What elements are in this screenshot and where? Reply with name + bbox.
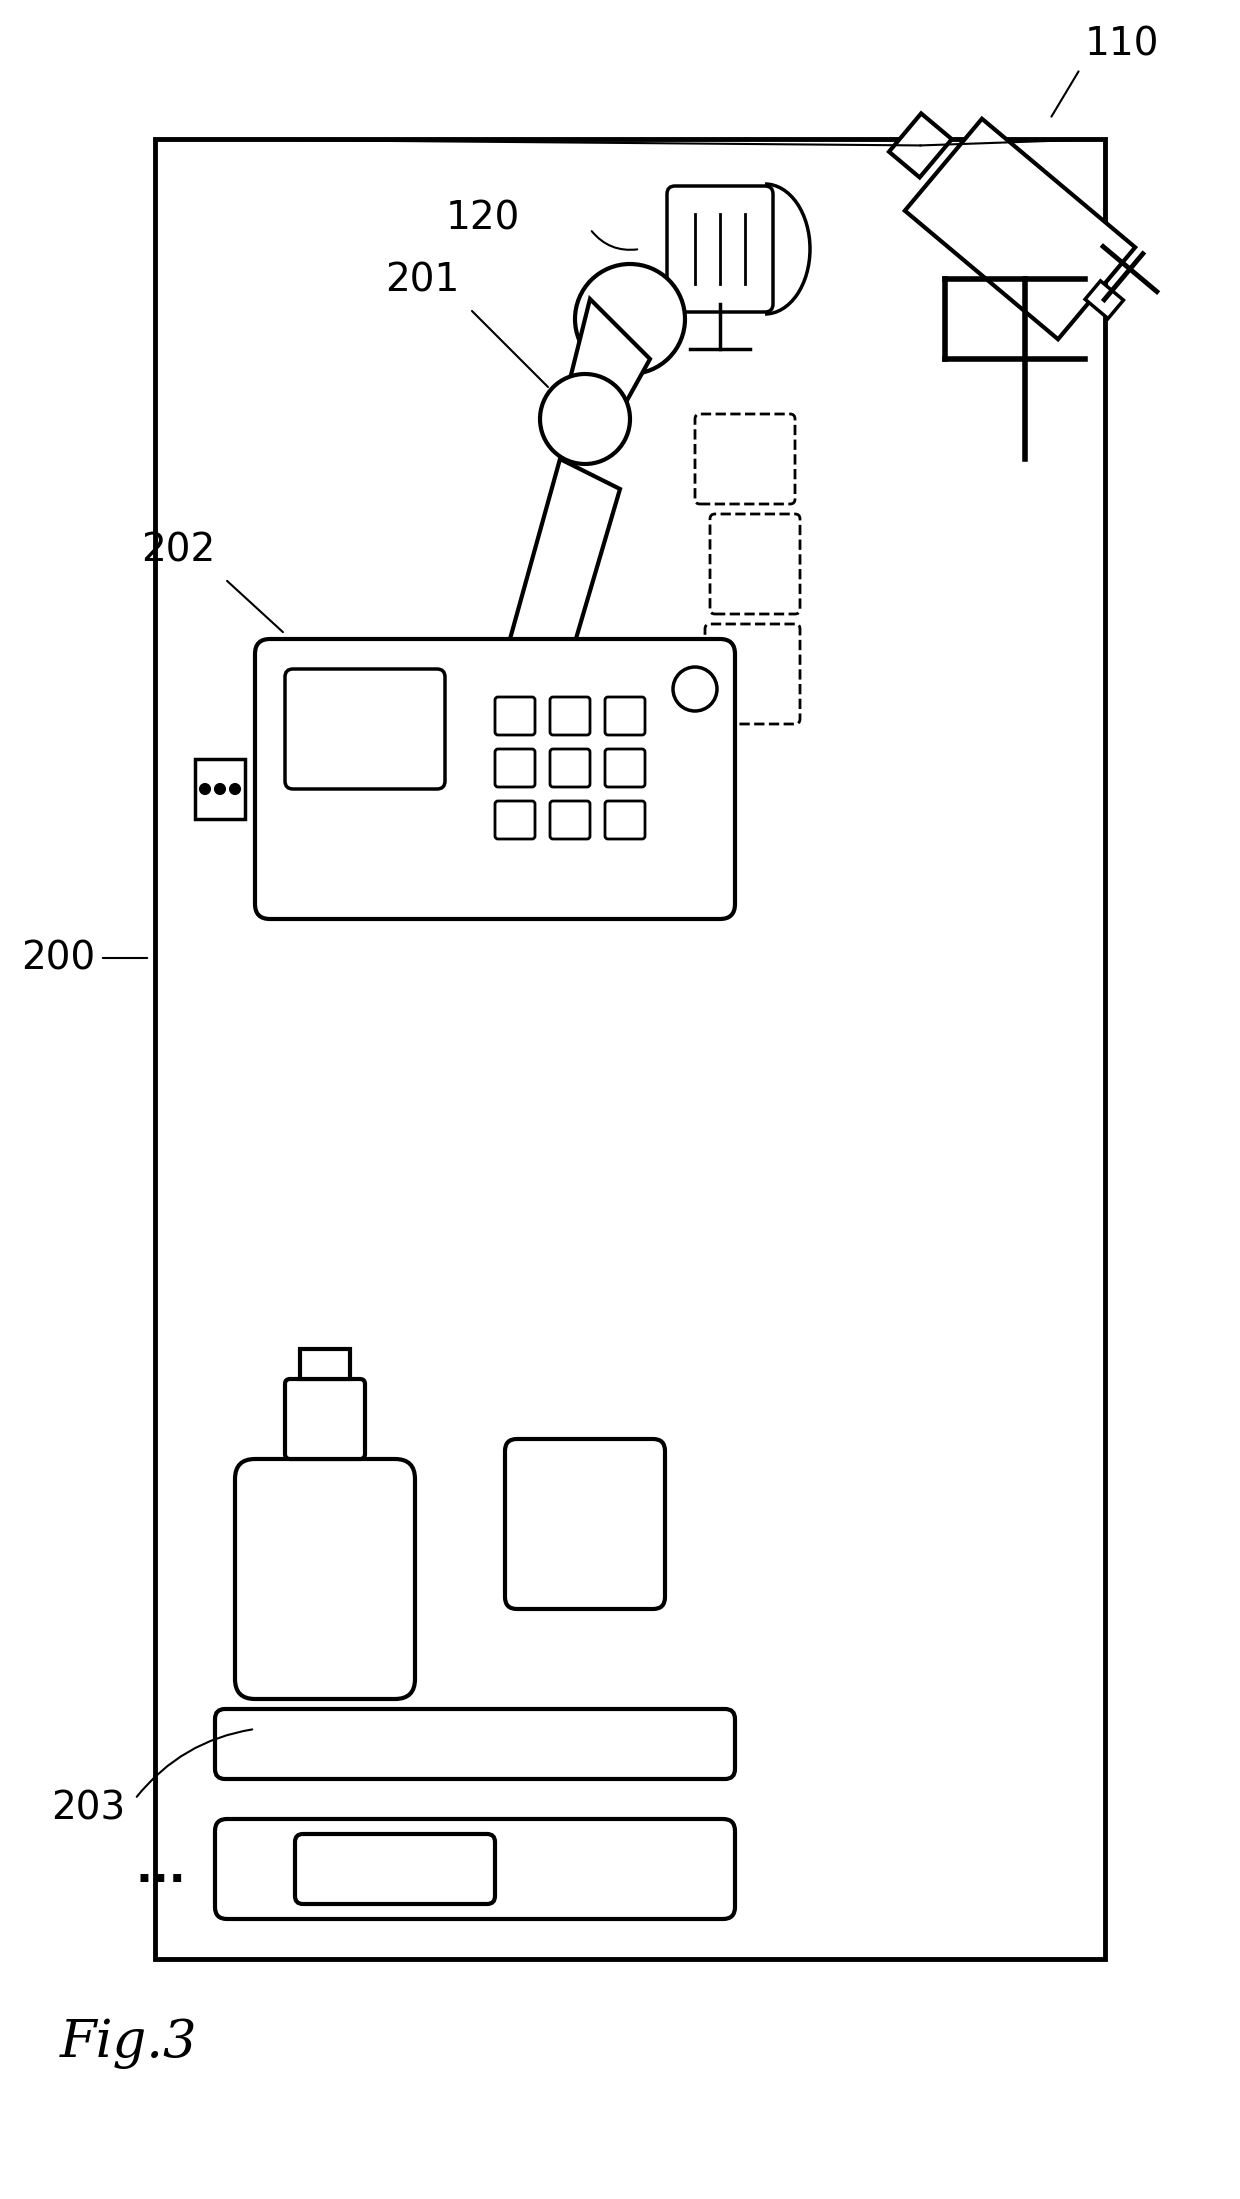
Bar (155, 139, 1105, 1959)
Text: 202: 202 (141, 530, 215, 570)
Circle shape (215, 785, 224, 794)
FancyBboxPatch shape (236, 1458, 415, 1700)
Circle shape (673, 666, 717, 710)
FancyBboxPatch shape (505, 1438, 665, 1610)
FancyBboxPatch shape (495, 697, 534, 734)
Bar (300, 1348, 350, 1379)
FancyBboxPatch shape (215, 1709, 735, 1779)
FancyBboxPatch shape (215, 1819, 735, 1920)
FancyBboxPatch shape (667, 187, 773, 312)
Polygon shape (1085, 281, 1123, 319)
Polygon shape (510, 460, 620, 660)
Bar (195, 759, 246, 818)
FancyBboxPatch shape (255, 640, 735, 919)
FancyBboxPatch shape (495, 750, 534, 787)
Text: 120: 120 (445, 200, 520, 237)
FancyBboxPatch shape (285, 1379, 365, 1458)
Polygon shape (490, 778, 529, 880)
FancyBboxPatch shape (605, 697, 645, 734)
Circle shape (539, 374, 630, 464)
FancyBboxPatch shape (605, 750, 645, 787)
Text: 203: 203 (51, 1790, 125, 1827)
Bar (470, 668, 551, 750)
FancyBboxPatch shape (285, 668, 445, 789)
Circle shape (200, 785, 210, 794)
FancyBboxPatch shape (706, 625, 800, 723)
FancyBboxPatch shape (605, 800, 645, 840)
Text: 200: 200 (21, 939, 95, 976)
FancyBboxPatch shape (551, 750, 590, 787)
FancyBboxPatch shape (495, 800, 534, 840)
FancyBboxPatch shape (551, 800, 590, 840)
Circle shape (229, 785, 241, 794)
FancyBboxPatch shape (694, 413, 795, 504)
Circle shape (575, 264, 684, 374)
FancyBboxPatch shape (551, 697, 590, 734)
Circle shape (515, 640, 556, 679)
Bar (480, 743, 539, 778)
FancyBboxPatch shape (295, 1834, 495, 1904)
Polygon shape (889, 114, 952, 178)
Polygon shape (560, 299, 650, 449)
Text: 201: 201 (386, 262, 460, 299)
Text: 110: 110 (1085, 26, 1159, 64)
FancyBboxPatch shape (711, 515, 800, 614)
Text: Fig.3: Fig.3 (60, 2019, 197, 2069)
Text: ...: ... (135, 1847, 186, 1891)
Polygon shape (905, 119, 1135, 339)
